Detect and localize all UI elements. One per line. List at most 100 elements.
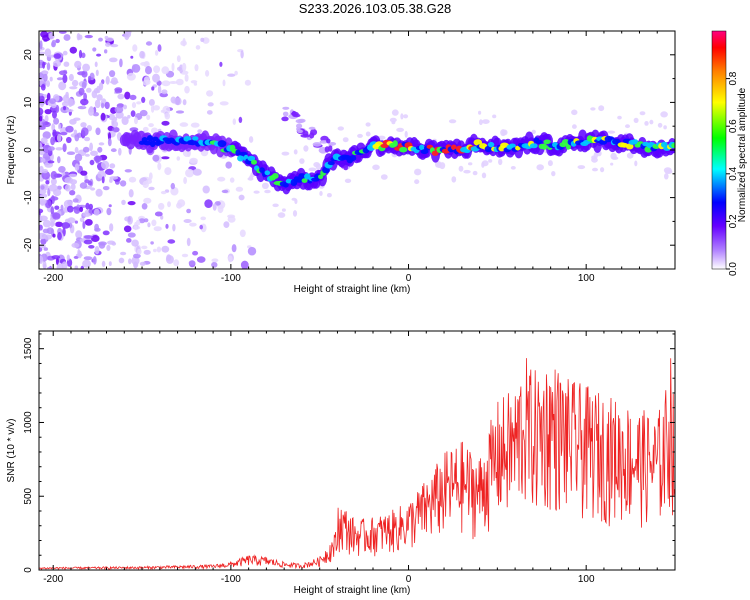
noise-blob	[337, 126, 344, 131]
noise-blob	[77, 71, 86, 76]
noise-blob	[282, 106, 290, 110]
noise-blob	[157, 44, 162, 52]
ridge-core	[625, 143, 634, 150]
noise-blob	[136, 101, 142, 105]
noise-blob	[105, 42, 111, 47]
ridge-core	[298, 173, 306, 180]
noise-blob	[161, 245, 170, 253]
noise-blob	[138, 218, 146, 224]
noise-blob	[365, 122, 371, 127]
noise-blob	[148, 99, 155, 106]
noise-blob	[202, 185, 210, 194]
noise-blob	[170, 182, 175, 190]
noise-blob	[141, 245, 148, 250]
ridge-core	[561, 139, 570, 146]
noise-blob	[531, 129, 536, 134]
noise-blob	[152, 154, 160, 162]
noise-blob	[61, 222, 71, 229]
noise-blob	[617, 115, 622, 120]
noise-blob	[308, 167, 317, 172]
noise-blob	[161, 89, 168, 95]
noise-blob	[164, 167, 172, 176]
noise-blob	[663, 125, 667, 130]
spectrogram-y-axis-label: Frequency (Hz)	[6, 116, 17, 185]
noise-blob	[58, 81, 67, 91]
noise-blob	[492, 114, 497, 119]
noise-blob	[62, 74, 68, 84]
noise-blob	[165, 223, 169, 229]
noise-blob	[291, 111, 299, 116]
noise-blob	[62, 50, 68, 56]
noise-blob	[131, 256, 140, 266]
noise-blob	[77, 105, 87, 110]
noise-blob	[244, 79, 251, 86]
noise-blob	[590, 107, 596, 111]
noise-blob	[86, 87, 92, 93]
noise-blob	[58, 70, 68, 76]
snr-y-tick-label: 500	[23, 487, 34, 504]
noise-blob	[190, 80, 198, 84]
noise-blob	[94, 227, 101, 232]
noise-blob	[56, 134, 62, 142]
noise-blob	[67, 205, 74, 213]
noise-blob	[481, 119, 490, 124]
colorbar-gradient	[711, 30, 727, 270]
noise-blob	[124, 91, 131, 100]
noise-blob	[296, 123, 303, 129]
spectrogram-x-tick-label: 100	[578, 273, 595, 284]
noise-blob	[222, 79, 226, 87]
noise-blob	[74, 146, 79, 154]
noise-blob	[74, 153, 83, 162]
noise-blob	[240, 260, 249, 269]
noise-blob	[571, 109, 578, 116]
noise-blob	[55, 38, 60, 44]
noise-blob	[124, 31, 130, 41]
ridge-core	[237, 155, 245, 162]
noise-blob	[110, 77, 118, 85]
ridge-core	[192, 136, 199, 141]
noise-blob	[48, 184, 58, 192]
noise-blob	[45, 180, 50, 185]
ridge-core	[631, 139, 639, 145]
noise-blob	[108, 204, 112, 208]
noise-blob	[83, 235, 93, 239]
noise-blob	[71, 242, 80, 248]
ridge-core	[392, 140, 398, 147]
noise-blob	[106, 244, 111, 251]
noise-blob	[308, 126, 316, 130]
noise-blob	[326, 193, 332, 198]
noise-blob	[154, 211, 163, 217]
noise-blob	[202, 37, 210, 44]
noise-blob	[44, 115, 49, 123]
noise-blob	[42, 260, 47, 269]
noise-blob	[165, 255, 174, 264]
noise-blob	[396, 127, 404, 132]
noise-blob	[235, 186, 244, 192]
noise-blob	[639, 111, 646, 116]
noise-blob	[154, 50, 159, 56]
noise-blob	[89, 142, 93, 152]
noise-blob	[190, 158, 196, 163]
noise-blob	[153, 248, 157, 253]
noise-blob	[53, 117, 60, 125]
ridge-core	[147, 135, 153, 142]
noise-blob	[315, 163, 321, 171]
noise-blob	[58, 123, 61, 130]
noise-blob	[46, 80, 50, 87]
noise-blob	[63, 106, 66, 111]
ridge-core	[661, 141, 668, 148]
noise-blob	[174, 97, 182, 106]
noise-blob	[481, 172, 487, 179]
noise-blob	[77, 132, 82, 138]
noise-blob	[207, 102, 214, 107]
noise-blob	[184, 74, 189, 82]
ridge-core	[283, 182, 289, 188]
noise-blob	[240, 50, 244, 59]
noise-blob	[663, 167, 672, 174]
noise-blob	[192, 168, 202, 176]
noise-blob	[644, 121, 649, 126]
noise-blob	[95, 69, 99, 77]
noise-blob	[80, 122, 87, 128]
noise-blob	[577, 165, 586, 170]
ridge-core	[271, 173, 279, 179]
